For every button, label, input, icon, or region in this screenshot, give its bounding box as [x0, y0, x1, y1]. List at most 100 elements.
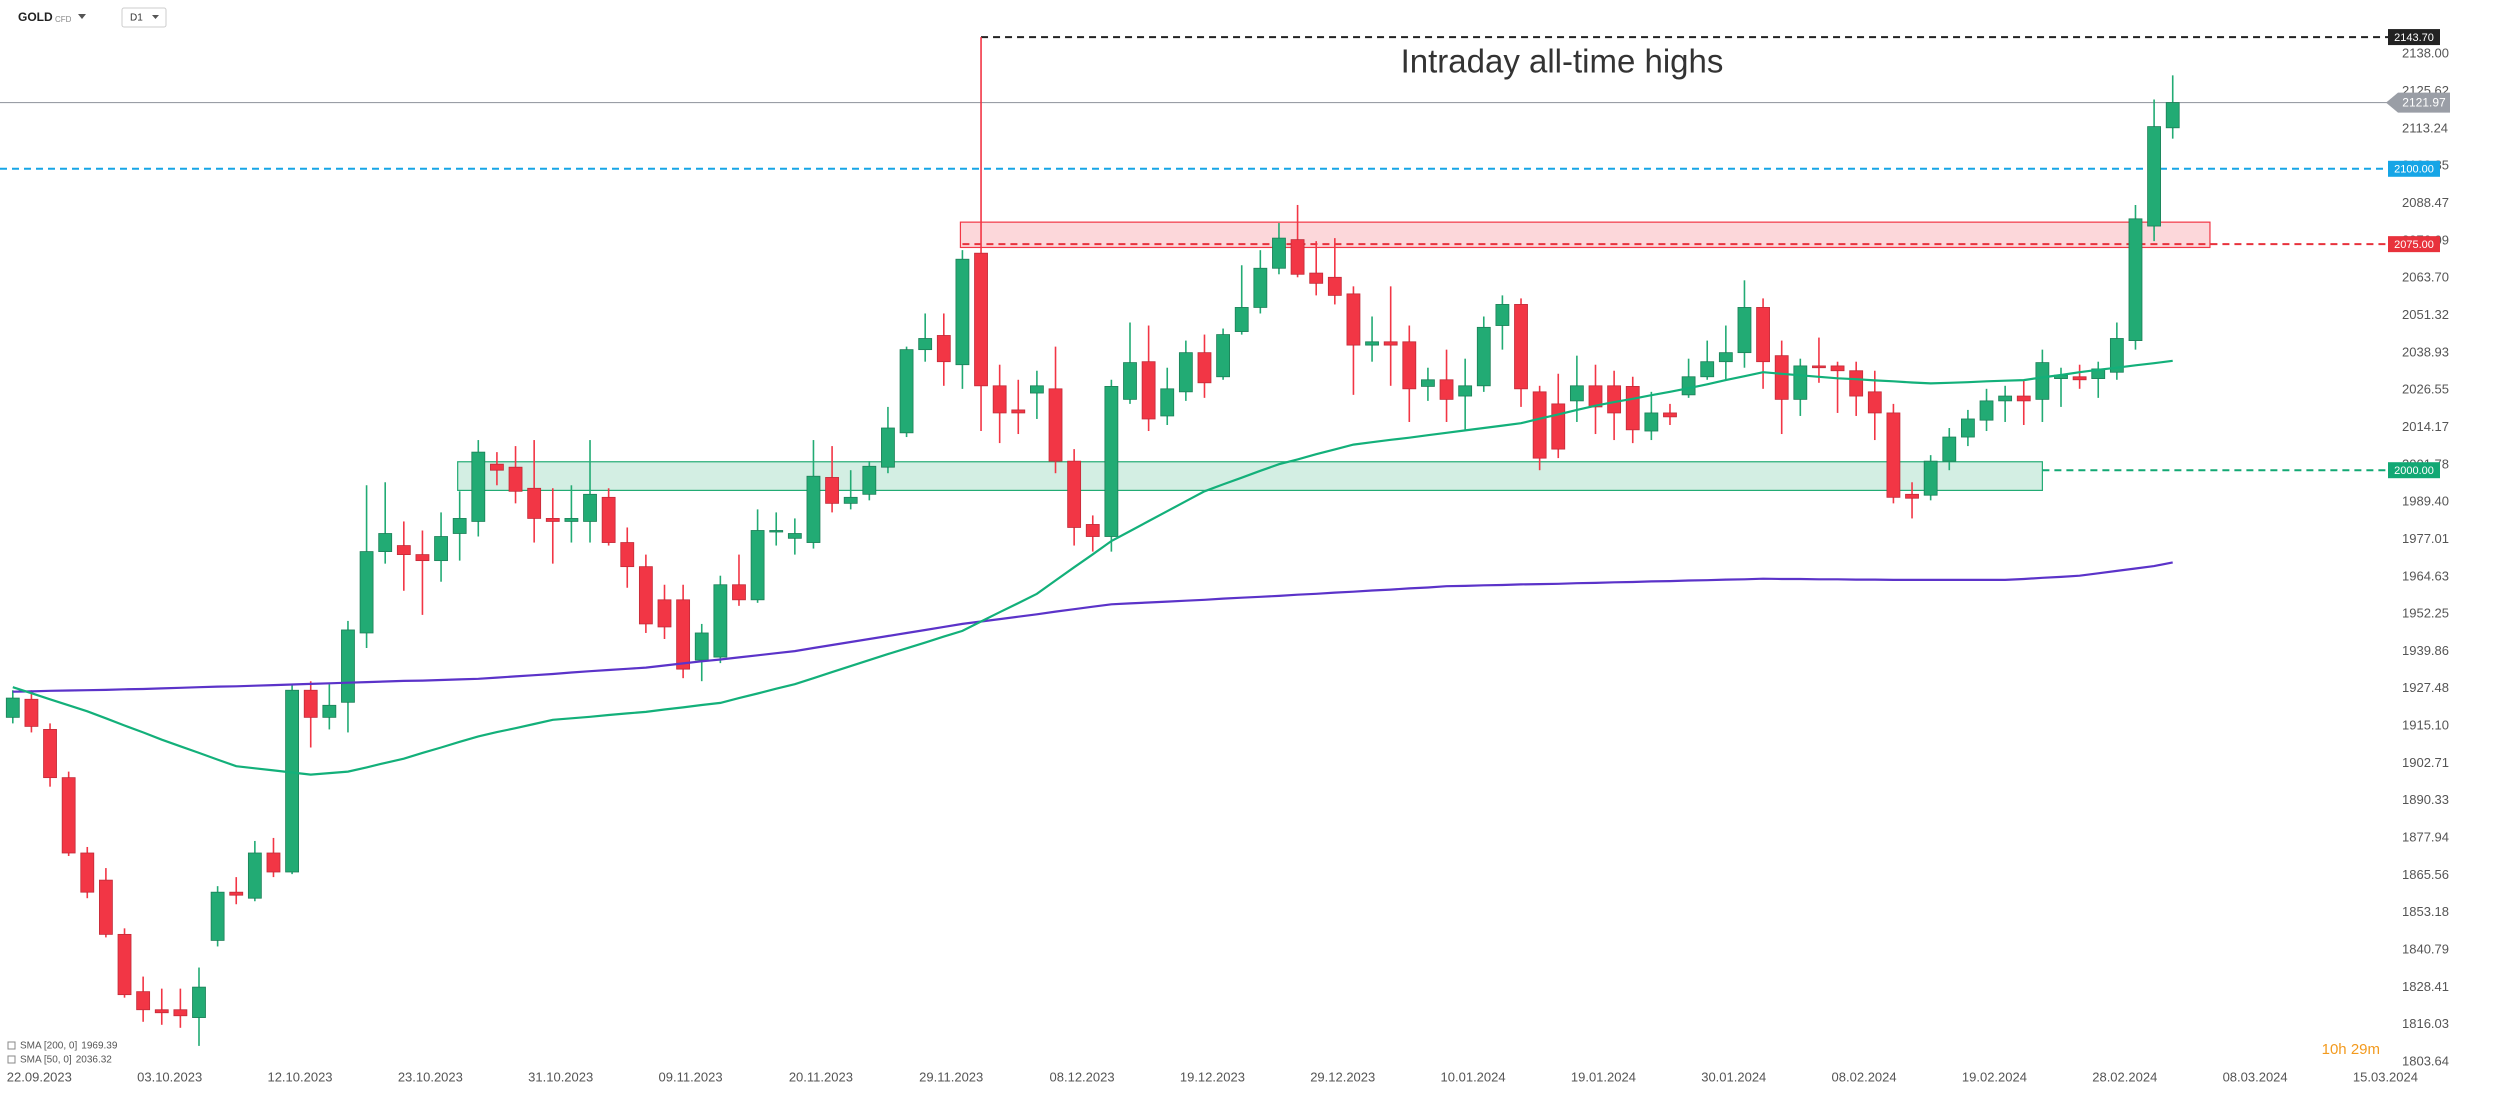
price-label: 2000.00: [2394, 465, 2434, 477]
legend-name: SMA [50, 0]: [20, 1055, 72, 1066]
candle-body: [564, 518, 579, 522]
price-tag: [2388, 236, 2440, 253]
candle-body: [918, 338, 933, 351]
candle-body: [117, 933, 132, 996]
candle-body: [638, 566, 653, 625]
candle-body: [1253, 267, 1268, 308]
candle-body: [1812, 365, 1826, 369]
candle-body: [508, 466, 523, 492]
candle-body: [1886, 412, 1901, 498]
price-label: 2143.70: [2394, 32, 2434, 44]
candle-body: [1272, 237, 1286, 269]
y-tick-label: 1840.79: [2402, 942, 2449, 957]
candle-body: [341, 629, 355, 703]
candle-body: [99, 879, 113, 935]
candle-body: [43, 729, 57, 779]
candle-body: [881, 427, 895, 468]
candle-body: [1290, 239, 1305, 275]
candle-body: [154, 1009, 169, 1014]
timeframe[interactable]: D1: [130, 13, 143, 24]
candle-body: [601, 496, 616, 543]
candle-body: [2072, 376, 2087, 381]
candle-body: [1756, 307, 1770, 363]
candle-body: [80, 852, 95, 893]
y-tick-label: 1865.56: [2402, 867, 2449, 882]
y-tick-label: 2026.55: [2402, 382, 2449, 397]
y-tick-label: 2014.17: [2402, 419, 2449, 434]
y-tick-label: 1828.41: [2402, 979, 2449, 994]
x-tick-label: 28.02.2024: [2092, 1069, 2157, 1084]
candle-body: [1309, 272, 1324, 284]
candle-body: [862, 465, 877, 495]
candle-body: [1774, 355, 1789, 400]
candle-body: [1048, 388, 1063, 462]
candle-body: [1141, 361, 1156, 420]
x-tick-label: 12.10.2023: [267, 1069, 332, 1084]
candle-body: [1439, 379, 1454, 400]
x-tick-label: 09.11.2023: [659, 1069, 723, 1084]
y-tick-label: 2038.93: [2402, 344, 2449, 359]
candle-body: [713, 584, 728, 658]
candle-body: [2109, 338, 2124, 373]
x-tick-label: 29.11.2023: [919, 1069, 983, 1084]
candle-body: [1700, 361, 1715, 378]
y-tick-label: 1816.03: [2402, 1016, 2449, 1031]
candle-body: [415, 554, 430, 562]
legend-icon: [7, 1055, 16, 1064]
candle-body: [1234, 307, 1249, 332]
symbol[interactable]: GOLD: [18, 10, 53, 24]
candle-body: [955, 258, 970, 366]
candle-body: [359, 551, 374, 634]
y-tick-label: 2063.70: [2402, 270, 2449, 285]
candle-body: [1793, 365, 1808, 400]
candles: [5, 37, 2180, 1046]
candle-body: [452, 518, 467, 534]
timeframe-box[interactable]: [121, 7, 167, 28]
dropdown-arrow[interactable]: [152, 15, 159, 19]
x-tick-label: 08.02.2024: [1832, 1069, 1897, 1084]
y-tick-label: 1915.10: [2402, 718, 2449, 733]
candle-body: [1681, 376, 1696, 396]
candle-body: [750, 530, 765, 601]
zone: [457, 461, 2043, 491]
y-tick-label: 1977.01: [2402, 531, 2449, 546]
candle-body: [1942, 436, 1957, 462]
legend-value: 1969.39: [81, 1041, 118, 1052]
candle-body: [806, 475, 821, 543]
legend-name: SMA [200, 0]: [20, 1041, 77, 1052]
candle-body: [1979, 400, 1994, 421]
candle-body: [1030, 385, 1044, 394]
candle-body: [825, 477, 839, 504]
price-label: 2121.97: [2402, 96, 2446, 110]
candle-body: [471, 451, 486, 522]
y-tick-label: 1927.48: [2402, 680, 2449, 695]
lines: [0, 36, 2390, 472]
candle-body: [694, 632, 709, 661]
candle-body: [1402, 341, 1417, 390]
candle-body: [527, 487, 542, 519]
price-tag: [2388, 29, 2440, 46]
dropdown-arrow[interactable]: [78, 14, 86, 19]
candle-body: [1532, 391, 1547, 459]
candle-body: [229, 891, 244, 896]
price-label: 2075.00: [2394, 239, 2434, 251]
y-tick-label: 1952.25: [2402, 606, 2449, 621]
candle-body: [1011, 409, 1026, 414]
candle-body: [1905, 493, 1919, 499]
price-tag: [2386, 92, 2450, 113]
candle-body: [1327, 276, 1342, 296]
x-tick-label: 23.10.2023: [398, 1069, 463, 1084]
candle-body: [1421, 379, 1435, 387]
sma-line: [12, 359, 2173, 776]
x-tick-label: 19.01.2024: [1571, 1069, 1636, 1084]
candle-body: [173, 1009, 188, 1017]
candle-body: [1998, 395, 2013, 402]
candle-body: [136, 991, 151, 1011]
legend-icon: [7, 1041, 16, 1050]
candle-body: [1514, 304, 1528, 390]
candle-body: [1923, 460, 1938, 496]
candle-body: [1458, 385, 1473, 397]
candle-body: [1067, 460, 1082, 528]
